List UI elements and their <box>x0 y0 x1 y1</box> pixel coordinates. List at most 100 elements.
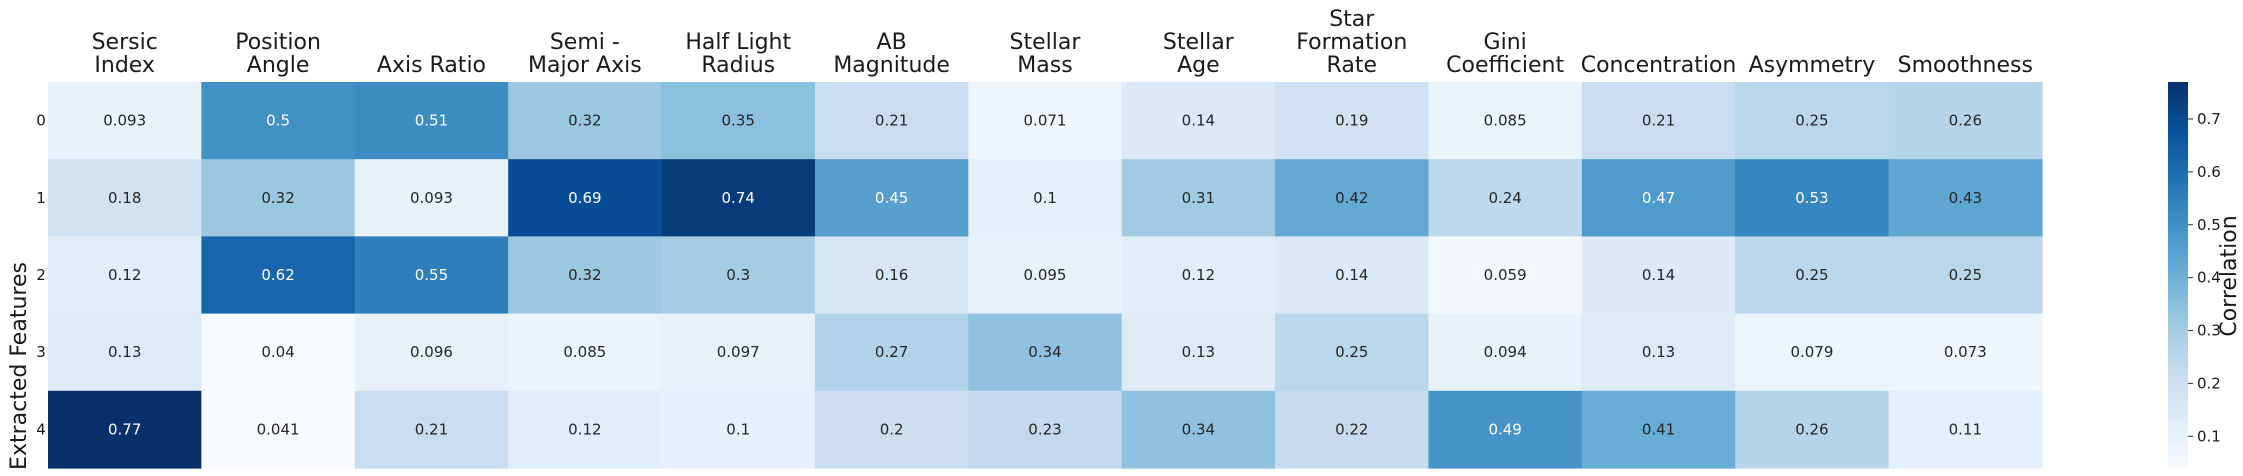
row-label: 3 <box>36 343 46 361</box>
heatmap-cell <box>814 390 969 469</box>
cell-value-label: 0.21 <box>1642 112 1675 130</box>
cell-value-label: 0.42 <box>1335 189 1368 207</box>
row-label: 4 <box>36 420 46 438</box>
colorbar-tick-label: 0.4 <box>2197 269 2221 287</box>
heatmap-cell <box>1581 82 1736 160</box>
cell-value-label: 0.35 <box>722 112 755 130</box>
heatmap-cell <box>48 313 202 392</box>
column-label: Stellar Mass <box>1010 30 1082 78</box>
heatmap-cell <box>1275 390 1430 469</box>
heatmap-cell <box>48 390 202 469</box>
heatmap-cell <box>661 236 816 315</box>
heatmap-cell <box>48 236 202 315</box>
cell-value-label: 0.53 <box>1795 189 1828 207</box>
heatmap-cell <box>354 159 509 237</box>
heatmap-cell <box>1888 313 2043 392</box>
cell-value-label: 0.26 <box>1949 112 1982 130</box>
colorbar-tick-label: 0.2 <box>2197 374 2221 392</box>
column-label: Star Formation Rate <box>1296 7 1407 78</box>
heatmap-cell <box>508 82 663 160</box>
heatmap-cell <box>968 159 1123 237</box>
heatmap-cell <box>1735 313 1890 392</box>
cell-value-label: 0.085 <box>1484 112 1527 130</box>
column-label: AB Magnitude <box>833 30 950 78</box>
heatmap-cell <box>354 390 509 469</box>
cell-value-label: 0.1 <box>1033 189 1057 207</box>
cell-value-label: 0.059 <box>1484 266 1527 284</box>
heatmap-cell <box>1428 82 1583 160</box>
cell-value-label: 0.3 <box>726 266 750 284</box>
cell-value-label: 0.12 <box>1182 266 1215 284</box>
cell-value-label: 0.74 <box>722 189 755 207</box>
colorbar <box>2168 82 2188 468</box>
heatmap-cell <box>1428 390 1583 469</box>
cell-value-label: 0.1 <box>726 420 750 438</box>
cell-value-label: 0.16 <box>875 266 908 284</box>
cell-value-label: 0.21 <box>415 420 448 438</box>
heatmap-cell <box>1735 390 1890 469</box>
heatmap-cell <box>1888 236 2043 315</box>
cell-value-label: 0.18 <box>108 189 141 207</box>
cell-value-label: 0.25 <box>1795 112 1828 130</box>
heatmap-cell <box>201 236 356 315</box>
cell-value-labels: 0.093 0.5 0.51 0.32 0.35 0.21 0.071 0.14 0.19 0.0… <box>103 112 1987 439</box>
heatmap-cell <box>1275 236 1430 315</box>
cell-value-label: 0.25 <box>1949 266 1982 284</box>
column-label: Semi -Major Axis <box>528 30 642 78</box>
heatmap-cell <box>508 313 663 392</box>
column-labels: Sersic Index Position Angle Axis Ratio Semi -… <box>92 7 2033 78</box>
heatmap-cell <box>201 390 356 469</box>
column-label: Half Light Radius <box>685 30 791 78</box>
colorbar-label: Correlation <box>2217 215 2242 336</box>
cell-value-label: 0.071 <box>1024 112 1067 130</box>
cell-value-label: 0.45 <box>875 189 908 207</box>
heatmap-cell <box>1121 236 1276 315</box>
heatmap-cell <box>1428 159 1583 237</box>
cell-value-label: 0.073 <box>1944 343 1987 361</box>
heatmap-cell <box>1428 236 1583 315</box>
cell-value-label: 0.041 <box>257 420 300 438</box>
cell-value-label: 0.04 <box>261 343 294 361</box>
cell-value-label: 0.22 <box>1335 420 1368 438</box>
colorbar-tick-label: 0.3 <box>2197 322 2221 340</box>
row-label: 0 <box>36 112 46 130</box>
colorbar-tick-label: 0.6 <box>2197 163 2221 181</box>
cell-value-label: 0.32 <box>261 189 294 207</box>
cell-value-label: 0.13 <box>1642 343 1675 361</box>
cell-value-label: 0.32 <box>568 112 601 130</box>
row-labels: 0 1 2 3 4 <box>36 112 46 439</box>
cell-value-label: 0.25 <box>1795 266 1828 284</box>
heatmap-cell <box>201 159 356 237</box>
cell-value-label: 0.34 <box>1028 343 1061 361</box>
column-label: Smoothness <box>1898 53 2033 78</box>
heatmap-cell <box>1428 313 1583 392</box>
heatmap-cell <box>968 313 1123 392</box>
cell-value-label: 0.11 <box>1949 420 1982 438</box>
cell-value-label: 0.5 <box>266 112 290 130</box>
column-label: Asymmetry <box>1749 53 1876 78</box>
heatmap-cell <box>814 159 969 237</box>
heatmap-cell <box>1581 159 1736 237</box>
heatmap-cell <box>354 82 509 160</box>
heatmap-cell <box>354 236 509 315</box>
cell-value-label: 0.21 <box>875 112 908 130</box>
heatmap-cell <box>1888 159 2043 237</box>
heatmap-cell <box>1121 82 1276 160</box>
heatmap-cell <box>1121 313 1276 392</box>
cell-value-label: 0.095 <box>1024 266 1067 284</box>
cell-value-label: 0.51 <box>415 112 448 130</box>
heatmap-cell <box>661 159 816 237</box>
heatmap-cell <box>661 390 816 469</box>
heatmap-cell <box>814 82 969 160</box>
heatmap-cell <box>1275 159 1430 237</box>
cell-value-label: 0.097 <box>717 343 760 361</box>
heatmap-cell <box>1581 236 1736 315</box>
row-label: 2 <box>36 266 46 284</box>
heatmap-cell <box>661 82 816 160</box>
heatmap-cell <box>968 236 1123 315</box>
heatmap-cell <box>661 313 816 392</box>
colorbar-tick-label: 0.1 <box>2197 427 2221 445</box>
heatmap-cell <box>1581 313 1736 392</box>
cell-value-label: 0.093 <box>410 189 453 207</box>
cell-value-label: 0.13 <box>1182 343 1215 361</box>
